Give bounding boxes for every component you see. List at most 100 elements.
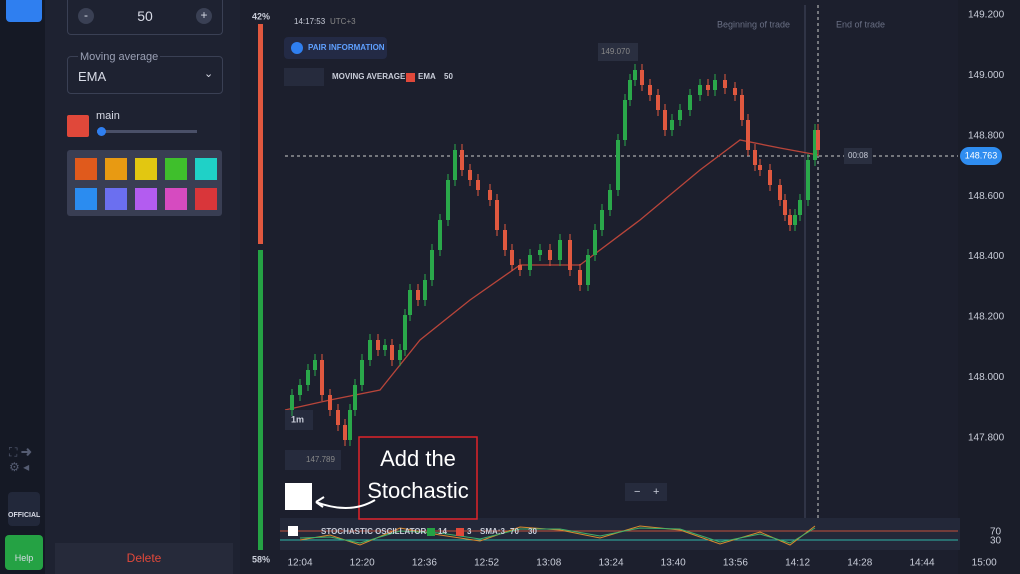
time-label: 13:08 <box>536 558 561 569</box>
candle <box>306 370 310 385</box>
candle <box>698 85 702 95</box>
candle <box>616 140 620 190</box>
candle <box>678 110 682 120</box>
d-color <box>456 528 464 536</box>
ind-color <box>406 73 415 82</box>
begin: Beginning of trade <box>717 19 790 29</box>
candle <box>528 255 532 270</box>
candle <box>628 80 632 100</box>
palette-color[interactable] <box>165 188 187 210</box>
candle <box>656 95 660 110</box>
k-color <box>427 528 435 536</box>
candle <box>648 85 652 95</box>
annotation-line: Stochastic <box>367 478 469 503</box>
candle <box>586 255 590 285</box>
candle <box>558 240 562 260</box>
stoch-sma: SMA:3 <box>480 527 505 536</box>
price-label: 148.600 <box>968 191 1005 202</box>
candle <box>798 200 802 215</box>
price-label: 149.000 <box>968 70 1005 81</box>
price-label: 147.800 <box>968 432 1005 443</box>
price-label: 148.000 <box>968 372 1005 383</box>
palette-color[interactable] <box>105 188 127 210</box>
candle <box>360 360 364 385</box>
price-label: 149.200 <box>968 10 1005 21</box>
panel: - 50 + Moving average EMA ⌄ main Delete … <box>9 0 240 574</box>
annotation-box <box>358 436 478 520</box>
palette-color[interactable] <box>195 158 217 180</box>
candle <box>733 88 737 95</box>
ind-period: 50 <box>444 72 453 81</box>
plus[interactable]: + <box>196 8 212 24</box>
time-label: 12:36 <box>412 558 437 569</box>
ma-select[interactable]: Moving average EMA ⌄ <box>67 51 223 94</box>
palette-color[interactable] <box>75 158 97 180</box>
palette-color[interactable] <box>165 158 187 180</box>
clock: 14:17:53 <box>294 17 326 26</box>
zoom-btns[interactable] <box>625 483 667 501</box>
candle <box>746 120 750 150</box>
candle <box>328 395 332 410</box>
candle <box>438 220 442 250</box>
palette-color[interactable] <box>105 158 127 180</box>
candle <box>510 250 514 265</box>
time-label: 14:28 <box>847 558 872 569</box>
candle <box>383 345 387 350</box>
up-pct: 42% <box>252 11 270 21</box>
candle <box>320 360 324 395</box>
candle <box>390 345 394 360</box>
candle <box>740 95 744 120</box>
ind-btns[interactable] <box>284 68 324 86</box>
time-label: 13:56 <box>723 558 748 569</box>
palette-color[interactable] <box>135 188 157 210</box>
candle <box>408 290 412 315</box>
timer: 00:08 <box>848 151 869 160</box>
time-label: 12:04 <box>287 558 312 569</box>
stoch-toggle[interactable] <box>288 526 298 536</box>
candle <box>398 350 402 360</box>
candle <box>298 385 302 395</box>
stoch-k: 14 <box>438 527 447 536</box>
candle <box>518 265 522 270</box>
time-label: 12:20 <box>350 558 375 569</box>
official[interactable]: OFFICIAL <box>8 492 40 526</box>
annotation: Add the Stochastic <box>367 446 469 503</box>
candle <box>453 150 457 180</box>
help[interactable]: Help <box>5 535 43 570</box>
timeframe: 1m <box>291 414 304 424</box>
chart-icon[interactable] <box>6 0 42 22</box>
candle <box>600 210 604 230</box>
ema-line <box>284 139 819 411</box>
annotation-line: Add the <box>380 446 456 471</box>
color-swatch[interactable] <box>67 115 89 137</box>
time-label: 13:40 <box>661 558 686 569</box>
pair-btn[interactable] <box>284 37 387 59</box>
candle <box>793 215 797 225</box>
tools: ⛶ ➜ ⚙ ◂ <box>9 445 32 474</box>
zoom-out: − <box>634 486 640 498</box>
candle <box>723 80 727 88</box>
down-pct: 58% <box>252 554 270 564</box>
palette-color[interactable] <box>75 188 97 210</box>
palette-color[interactable] <box>195 188 217 210</box>
time-label: 15:00 <box>972 558 997 569</box>
tz: UTC+3 <box>330 17 356 26</box>
candle <box>663 110 667 130</box>
candle <box>593 230 597 255</box>
slider[interactable] <box>97 127 197 136</box>
candle <box>783 200 787 215</box>
delete[interactable]: Delete <box>55 543 233 574</box>
candle <box>538 250 542 255</box>
price-axis <box>958 0 1020 574</box>
minus[interactable]: - <box>78 8 94 24</box>
info-icon <box>291 42 303 54</box>
candle <box>416 290 420 300</box>
candle <box>476 180 480 190</box>
icon-bar: OFFICIAL Help <box>0 0 45 574</box>
price-label: 148.800 <box>968 130 1005 141</box>
candle <box>548 250 552 260</box>
chevron: ⌄ <box>204 68 214 80</box>
stoch-btn[interactable] <box>285 483 312 510</box>
palette-color[interactable] <box>135 158 157 180</box>
